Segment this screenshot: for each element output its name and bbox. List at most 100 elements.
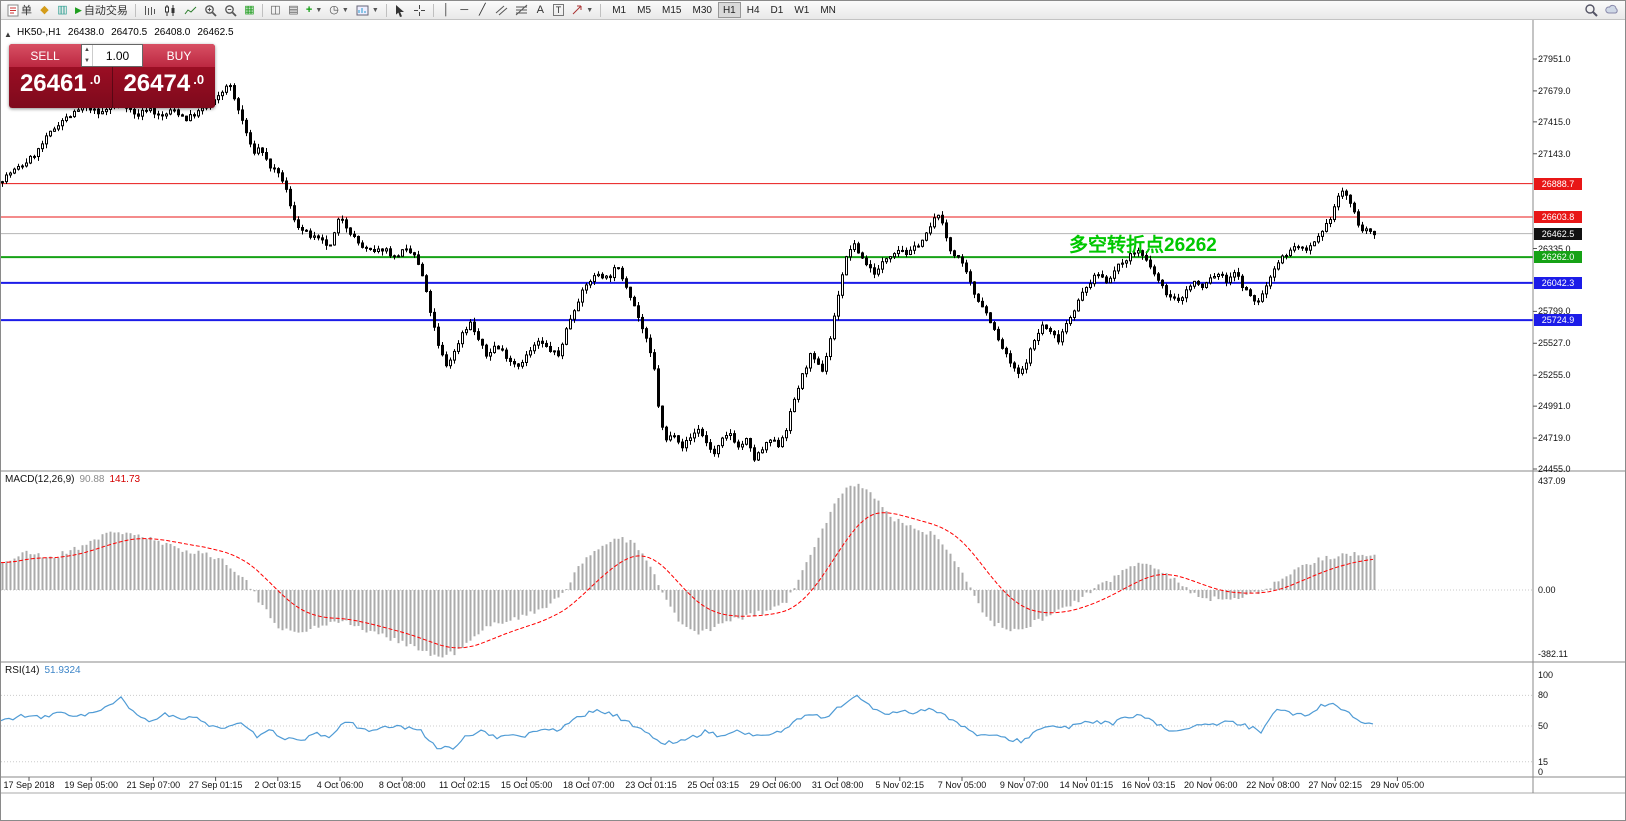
- symbol-name: HK50-,H1: [17, 27, 61, 38]
- autotrading-label: 自动交易: [83, 5, 128, 17]
- toolbar: 单 ◆ ▥ ▶ 自动交易 ▦ ◫ ▤ + ▼ ◷: [1, 1, 1625, 20]
- volume-up-button[interactable]: ▲: [84, 47, 90, 54]
- cascade-windows-button[interactable]: ◫: [267, 2, 284, 19]
- fibonacci-icon: [515, 4, 528, 15]
- line-chart-button[interactable]: [181, 2, 200, 19]
- timeframe-h1[interactable]: H1: [717, 2, 741, 18]
- timeframe-mn[interactable]: MN: [820, 4, 836, 16]
- arrange-icon: ▤: [288, 3, 299, 16]
- panel-frame-layer: [1, 20, 1625, 794]
- trendline-tool[interactable]: ╱: [474, 2, 491, 19]
- buy-price-pips: .0: [193, 72, 205, 87]
- arrow-shape-icon: [572, 5, 582, 15]
- timeframe-h4[interactable]: H4: [746, 4, 760, 16]
- bar-chart-button[interactable]: [140, 2, 159, 19]
- macd-value-signal: 141.73: [109, 474, 141, 485]
- search-button[interactable]: [1581, 2, 1601, 19]
- zoom-in-icon: [205, 4, 217, 17]
- indicators-button[interactable]: + ▼: [303, 2, 325, 19]
- one-click-trade-panel: SELL ▲ ▼ BUY 26461 .0 26474 .0: [9, 44, 215, 108]
- crosshair-icon: [413, 4, 425, 16]
- clock-icon: ◷: [329, 3, 339, 16]
- timeframe-m5[interactable]: M5: [637, 4, 652, 16]
- volume-spinner: ▲ ▼: [82, 45, 93, 66]
- chart-annotation-text: 多空转折点26262: [1069, 235, 1217, 256]
- tile-windows-icon: ▦: [244, 3, 255, 16]
- play-icon: ▶: [75, 4, 82, 15]
- cursor-icon: [395, 4, 404, 17]
- sell-price-pips: .0: [89, 72, 101, 87]
- sell-price[interactable]: 26461 .0: [9, 67, 112, 108]
- bar-chart-icon: [144, 5, 155, 15]
- channel-icon: [495, 5, 508, 15]
- diamond-icon: ◆: [40, 3, 49, 16]
- periods-button[interactable]: ◷ ▼: [326, 2, 352, 19]
- horizontal-line-icon: ─: [460, 3, 469, 16]
- cloud-icon: [1605, 4, 1618, 14]
- chevron-down-icon: ▼: [315, 6, 323, 14]
- rsi-title: RSI(14) 51.9324: [5, 665, 81, 676]
- volume-input[interactable]: [93, 45, 142, 66]
- ohlc-open: 26438.0: [67, 27, 105, 38]
- rsi-name: RSI(14): [5, 665, 40, 676]
- autotrading-button[interactable]: ▶ 自动交易: [72, 2, 131, 19]
- buy-price[interactable]: 26474 .0: [111, 67, 216, 108]
- text-tool-label: A: [536, 4, 544, 16]
- shapes-tool[interactable]: ▼: [568, 2, 596, 19]
- buy-price-main: 26474: [123, 70, 191, 97]
- ohlc-close: 26462.5: [197, 27, 234, 38]
- zoom-out-icon: [225, 4, 237, 17]
- zoom-out-button[interactable]: [221, 2, 240, 19]
- crosshair-tool-button[interactable]: [410, 2, 429, 19]
- rsi-value: 51.9324: [44, 665, 81, 676]
- vertical-line-icon: │: [442, 3, 450, 16]
- toolbar-separator: [600, 3, 602, 17]
- data-window-button[interactable]: ▥: [54, 2, 71, 19]
- horizontal-line-tool[interactable]: ─: [456, 2, 473, 19]
- symbol-ohlc-bar: HK50-,H1 26438.0 26470.5 26408.0 26462.5: [17, 27, 241, 38]
- label-tool[interactable]: T: [550, 2, 568, 19]
- chevron-down-icon: ▼: [371, 6, 379, 14]
- text-tool[interactable]: A: [532, 2, 549, 19]
- volume-down-button[interactable]: ▼: [84, 57, 90, 64]
- add-indicator-icon: +: [305, 3, 313, 16]
- timeframe-m15[interactable]: M15: [662, 4, 682, 16]
- toolbar-separator: [134, 3, 136, 17]
- chevron-down-icon: ▼: [586, 6, 594, 14]
- vertical-line-tool[interactable]: │: [438, 2, 455, 19]
- macd-title: MACD(12,26,9) 90.88 141.73: [5, 474, 140, 485]
- cascade-icon: ◫: [270, 3, 281, 16]
- level-lines-layer: [1, 183, 1533, 322]
- new-order-button[interactable]: 单: [4, 2, 35, 19]
- timeframe-m1[interactable]: M1: [612, 4, 627, 16]
- fibonacci-tool[interactable]: [512, 2, 531, 19]
- toolbar-separator: [432, 3, 434, 17]
- timeframe-toolbar: M1 M5 M15 M30 H1 H4 D1 W1 MN: [607, 2, 841, 18]
- new-order-icon: [7, 4, 19, 16]
- zoom-in-button[interactable]: [201, 2, 220, 19]
- sell-button[interactable]: SELL: [9, 44, 81, 67]
- market-watch-button[interactable]: ◆: [36, 2, 53, 19]
- candlestick-chart-button[interactable]: [160, 2, 180, 19]
- cursor-tool-button[interactable]: [391, 2, 409, 19]
- toolbar-separator: [385, 3, 387, 17]
- rsi-layer: [1, 694, 1533, 763]
- search-icon: [1585, 4, 1598, 17]
- label-tool-label: T: [552, 4, 565, 16]
- toolbar-separator: [261, 3, 263, 17]
- channel-tool[interactable]: [492, 2, 511, 19]
- line-chart-icon: [184, 6, 197, 14]
- tile-windows-button[interactable]: ▦: [241, 2, 258, 19]
- community-button[interactable]: [1602, 2, 1622, 19]
- sell-button-label: SELL: [30, 48, 60, 63]
- one-click-toggle[interactable]: ▲: [4, 30, 12, 39]
- timeframe-d1[interactable]: D1: [770, 4, 784, 16]
- arrange-windows-button[interactable]: ▤: [285, 2, 302, 19]
- timeframe-w1[interactable]: W1: [794, 4, 810, 16]
- timeframe-m30[interactable]: M30: [692, 4, 712, 16]
- templates-button[interactable]: ▼: [353, 2, 382, 19]
- buy-button[interactable]: BUY: [143, 44, 215, 67]
- candles-layer: [1, 83, 1376, 462]
